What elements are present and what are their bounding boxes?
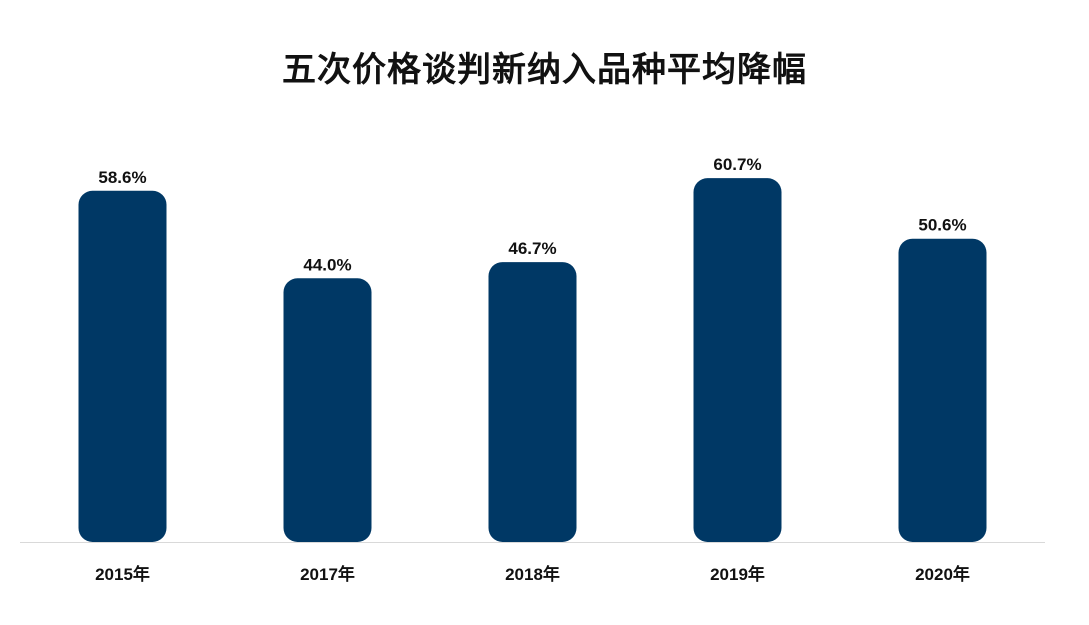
- x-tick-label: 2017年: [300, 564, 355, 584]
- bar-2020年: [898, 238, 987, 542]
- chart-title: 五次价格谈判新纳入品种平均降幅: [282, 50, 807, 90]
- x-tick-label: 2015年: [95, 564, 150, 584]
- bar-2018年: [488, 262, 577, 542]
- bars-layer: [78, 178, 987, 543]
- bar-2019年: [693, 178, 782, 543]
- x-tick-label: 2019年: [710, 564, 765, 584]
- value-label: 44.0%: [303, 255, 351, 274]
- value-label: 60.7%: [713, 155, 761, 174]
- bar-2017年: [283, 278, 372, 542]
- value-labels-layer: 58.6% 44.0% 46.7% 60.7% 50.6%: [98, 155, 966, 274]
- x-tick-labels-layer: 2015年 2017年 2018年 2019年 2020年: [95, 564, 970, 584]
- value-label: 58.6%: [98, 168, 146, 187]
- value-label: 46.7%: [508, 239, 556, 258]
- x-tick-label: 2020年: [915, 564, 970, 584]
- x-tick-label: 2018年: [505, 564, 560, 584]
- value-label: 50.6%: [918, 216, 966, 235]
- bar-2015年: [78, 190, 167, 543]
